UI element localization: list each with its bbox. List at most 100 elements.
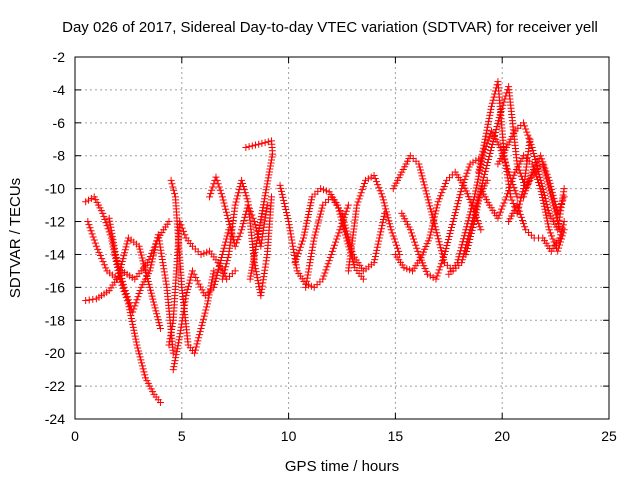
data-point-interp <box>465 214 473 222</box>
data-point-interp <box>413 244 421 252</box>
data-point-interp <box>155 234 163 242</box>
data-point-interp <box>461 175 469 183</box>
data-point-interp <box>124 237 132 245</box>
data-point-interp <box>482 164 490 172</box>
data-point-interp <box>100 261 108 269</box>
data-point-interp <box>222 263 230 271</box>
data-point-interp <box>268 156 276 164</box>
data-point-interp <box>322 266 330 274</box>
data-point-interp <box>395 247 403 255</box>
data-point-interp <box>260 198 268 206</box>
data-point-interp <box>385 217 393 225</box>
data-point-interp <box>125 299 133 307</box>
data-point-interp <box>132 338 140 346</box>
data-point-interp <box>316 210 324 218</box>
data-point-interp <box>301 228 309 236</box>
data-point-interp <box>106 217 114 225</box>
data-point-interp <box>209 270 217 278</box>
data-point-interp <box>169 319 177 327</box>
data-point-interp <box>339 212 347 220</box>
data-point-interp <box>248 266 256 274</box>
data-point <box>359 275 367 283</box>
data-point-interp <box>459 182 467 190</box>
data-point-interp <box>509 174 517 182</box>
data-point-interp <box>379 215 387 223</box>
data-point-interp <box>209 273 217 281</box>
data-point-interp <box>442 244 450 252</box>
data-point-interp <box>259 204 267 212</box>
data-point <box>353 201 361 209</box>
data-point-interp <box>501 196 509 204</box>
data-point-interp <box>403 265 411 273</box>
data-point <box>481 135 489 143</box>
data-point-interp <box>149 252 157 260</box>
data-point-interp <box>306 256 314 264</box>
data-point-interp <box>535 170 543 178</box>
data-point-interp <box>463 223 471 231</box>
data-point-interp <box>171 357 179 365</box>
data-point-interp <box>517 213 525 221</box>
data-point <box>479 176 487 184</box>
x-tick-label: 25 <box>601 428 617 444</box>
data-point-interp <box>559 221 567 229</box>
data-point-interp <box>483 161 491 169</box>
data-point-interp <box>358 186 366 194</box>
data-point-interp <box>441 179 449 187</box>
data-point-interp <box>539 185 547 193</box>
data-point-interp <box>463 244 471 252</box>
data-point-interp <box>465 238 473 246</box>
data-point <box>406 226 414 234</box>
data-point-interp <box>313 225 321 233</box>
data-point-interp <box>217 256 225 264</box>
data-point-interp <box>419 175 427 183</box>
data-point-interp <box>117 271 125 279</box>
data-point-interp <box>521 122 529 130</box>
data-point <box>319 275 327 283</box>
data-point-interp <box>255 227 263 235</box>
data-point-interp <box>159 262 167 270</box>
y-tick-label: -6 <box>53 115 66 131</box>
x-axis-label: GPS time / hours <box>285 458 399 475</box>
data-point-interp <box>253 239 261 247</box>
data-point-interp <box>527 171 535 179</box>
data-point-interp <box>359 183 367 191</box>
data-point-interp <box>238 223 246 231</box>
data-point-interp <box>432 207 440 215</box>
data-point-interp <box>99 258 107 266</box>
data-point-interp <box>422 187 430 195</box>
data-point-interp <box>467 208 475 216</box>
data-point-interp <box>454 200 462 208</box>
data-point-interp <box>411 238 419 246</box>
data-point <box>488 102 496 110</box>
data-point-interp <box>253 274 261 282</box>
data-point-interp <box>233 195 241 203</box>
data-point-interp <box>487 146 495 154</box>
data-point-interp <box>551 197 559 205</box>
data-point-interp <box>256 222 264 230</box>
data-point-interp <box>488 141 496 149</box>
data-point-interp <box>426 272 434 280</box>
data-point-interp <box>479 144 487 152</box>
data-point-interp <box>116 268 124 276</box>
data-point-interp <box>542 208 550 216</box>
data-point-interp <box>208 279 216 287</box>
data-point <box>191 349 199 357</box>
data-point-interp <box>212 274 220 282</box>
data-point-interp <box>213 271 221 279</box>
data-point <box>210 283 218 291</box>
data-point-interp <box>465 163 473 171</box>
data-point-interp <box>506 184 514 192</box>
data-point-interp <box>261 195 269 203</box>
data-point-interp <box>102 264 110 272</box>
data-point-interp <box>267 159 275 167</box>
data-point-interp <box>516 197 524 205</box>
data-point-interp <box>423 190 431 198</box>
data-point-interp <box>469 158 477 166</box>
data-point-interp <box>242 192 250 200</box>
data-point-interp <box>443 241 451 249</box>
data-point <box>165 341 173 349</box>
data-point-interp <box>191 346 199 354</box>
data-point-interp <box>355 195 363 203</box>
data-point-interp <box>530 149 538 157</box>
data-point-interp <box>476 159 484 167</box>
